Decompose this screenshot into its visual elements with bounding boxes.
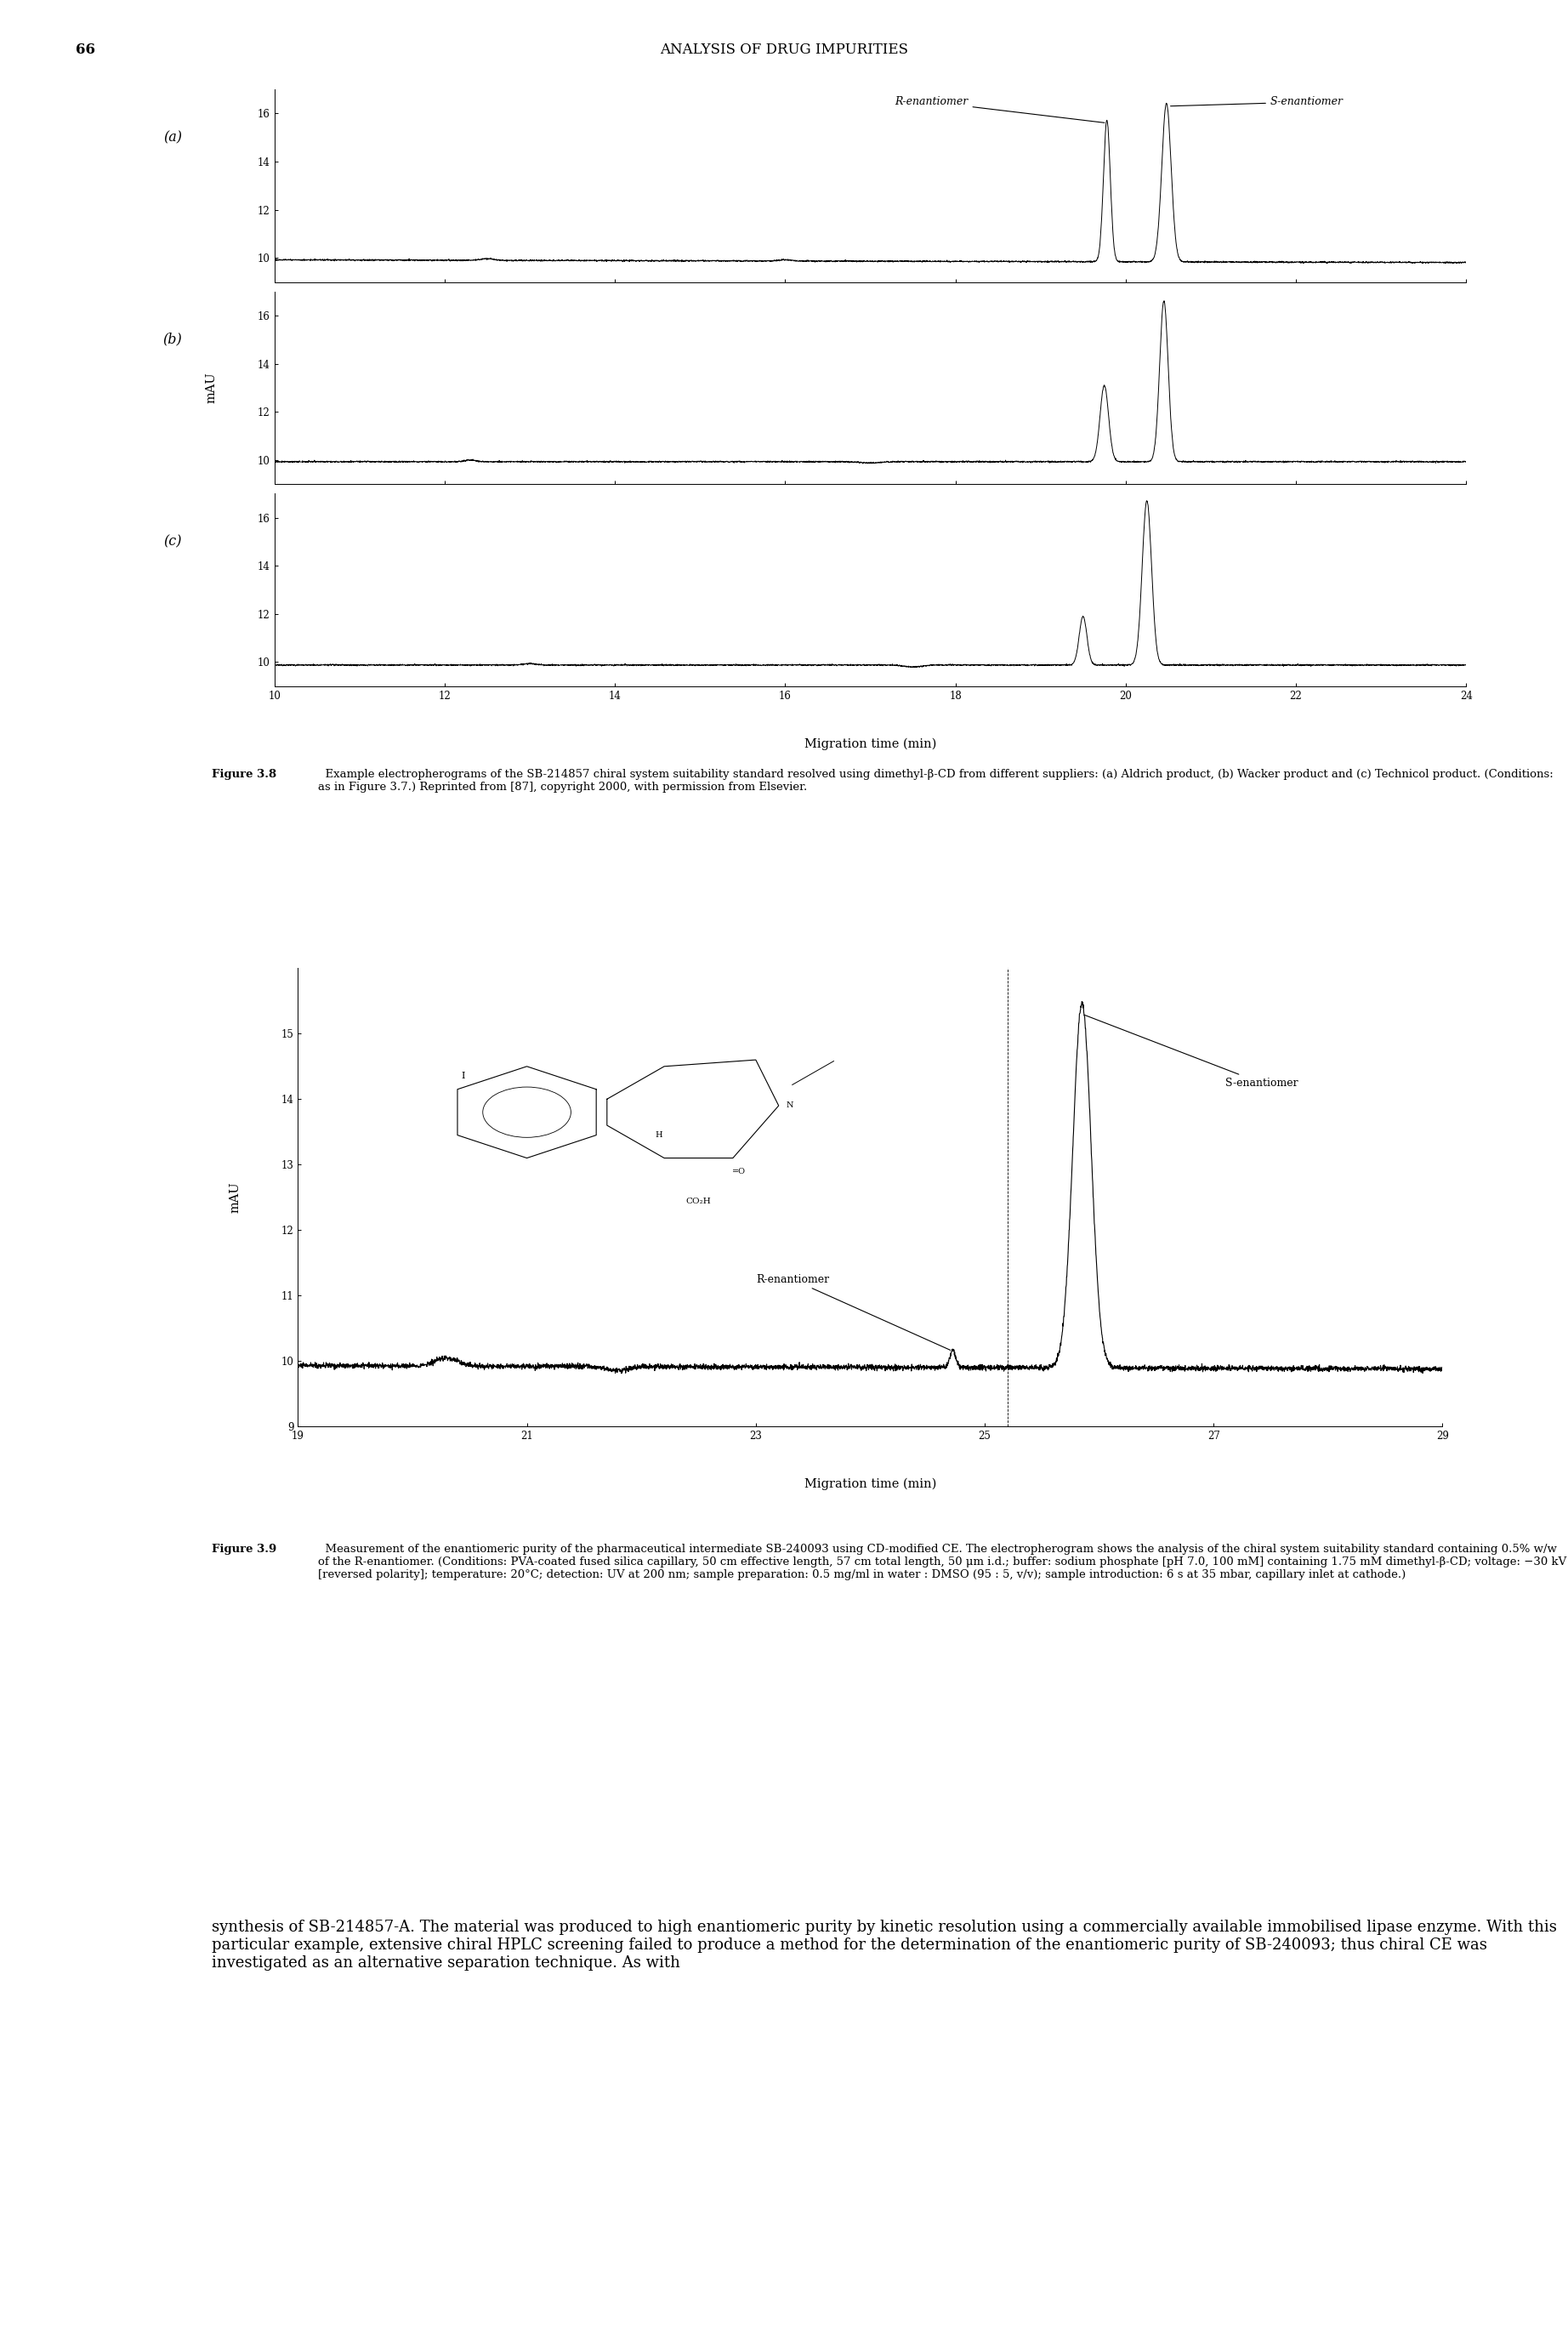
Text: H: H: [655, 1130, 662, 1140]
Text: synthesis of SB-214857-A. The material was produced to high enantiomeric purity : synthesis of SB-214857-A. The material w…: [212, 1920, 1557, 1972]
Text: Example electropherograms of the SB-214857 chiral system suitability standard re: Example electropherograms of the SB-2148…: [318, 768, 1554, 792]
Text: 66: 66: [75, 42, 94, 56]
Text: mAU: mAU: [205, 371, 218, 404]
Text: S-enantiomer: S-enantiomer: [1083, 1015, 1298, 1088]
Text: ANALYSIS OF DRUG IMPURITIES: ANALYSIS OF DRUG IMPURITIES: [660, 42, 908, 56]
Text: mAU: mAU: [229, 1182, 241, 1213]
Text: S-enantiomer: S-enantiomer: [1171, 96, 1344, 108]
Text: Measurement of the enantiomeric purity of the pharmaceutical intermediate SB-240: Measurement of the enantiomeric purity o…: [318, 1544, 1566, 1582]
Text: CO₂H: CO₂H: [685, 1196, 712, 1206]
Text: =O: =O: [732, 1168, 745, 1175]
Text: Figure 3.8: Figure 3.8: [212, 768, 276, 780]
Text: N: N: [787, 1102, 793, 1109]
Text: R-enantiomer: R-enantiomer: [895, 96, 1104, 122]
Text: I: I: [461, 1072, 464, 1079]
Text: Migration time (min): Migration time (min): [804, 738, 936, 750]
Text: Migration time (min): Migration time (min): [804, 1478, 936, 1490]
Text: R-enantiomer: R-enantiomer: [756, 1274, 950, 1351]
Text: Figure 3.9: Figure 3.9: [212, 1544, 276, 1556]
Text: (b): (b): [163, 331, 182, 348]
Text: (a): (a): [163, 129, 182, 146]
Text: (c): (c): [163, 533, 182, 550]
